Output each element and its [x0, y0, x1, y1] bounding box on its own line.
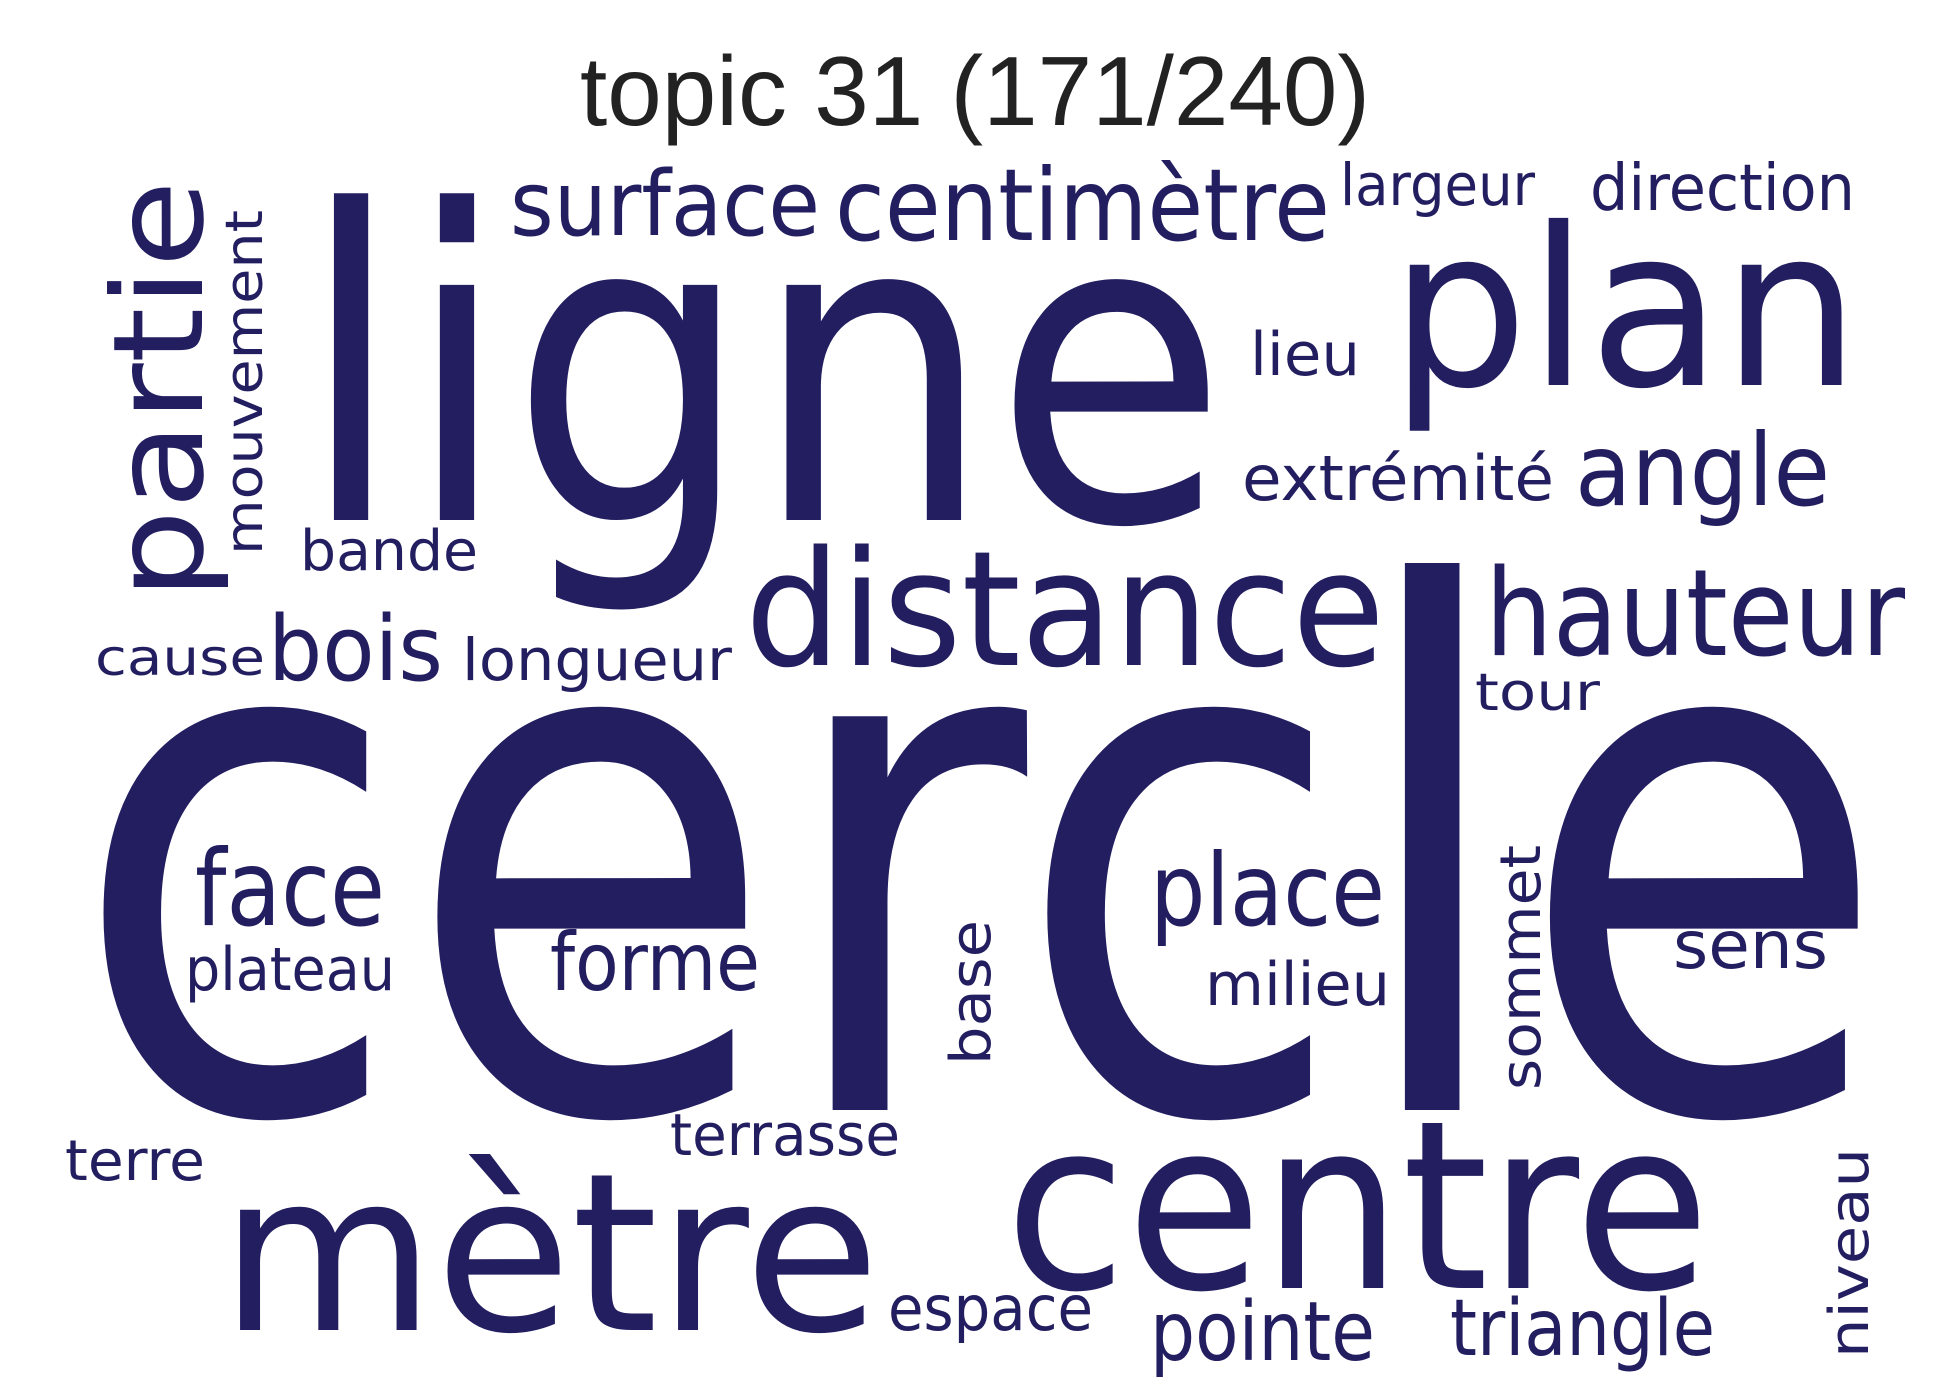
word-hauteur: hauteur [1485, 545, 1906, 684]
word-plateau: plateau [185, 935, 395, 1005]
word-distance: distance [745, 516, 1385, 703]
word-milieu: milieu [1205, 950, 1390, 1020]
word-espace: espace [888, 1272, 1093, 1345]
word-base: base [939, 920, 1004, 1065]
word-lieu: lieu [1250, 320, 1360, 390]
word-pointe: pointe [1150, 1285, 1375, 1380]
word-centre: centre [1005, 1071, 1710, 1344]
word-triangle: triangle [1450, 1284, 1715, 1374]
word-place: place [1150, 832, 1385, 949]
word-metre: mètre [220, 1126, 880, 1382]
word-centimetre: centimètre [835, 147, 1330, 264]
word-largeur: largeur [1340, 151, 1535, 219]
chart-title: topic 31 (171/240) [580, 36, 1370, 146]
word-sens: sens [1673, 907, 1828, 984]
word-mouvement: mouvement [215, 210, 275, 555]
word-longueur: longueur [462, 626, 732, 694]
word-extremite: extrémité [1242, 442, 1554, 515]
word-cause: cause [95, 629, 265, 687]
word-surface: surface [510, 152, 820, 257]
word-bois: bois [268, 597, 443, 702]
word-face: face [195, 828, 385, 950]
word-bande: bande [300, 519, 478, 584]
word-partie: partie [87, 180, 232, 600]
word-ligne: ligne [298, 122, 1228, 622]
word-terre: terre [65, 1129, 205, 1194]
word-direction: direction [1590, 152, 1855, 226]
word-niveau: niveau [1818, 1148, 1881, 1358]
word-cercle: cercle [70, 442, 1890, 1280]
word-terrasse: terrasse [670, 1101, 900, 1169]
word-sommet: sommet [1489, 845, 1554, 1090]
word-plan: plan [1390, 181, 1860, 437]
word-angle: angle [1575, 412, 1830, 529]
word-tour: tour [1475, 663, 1601, 723]
word-forme: forme [550, 916, 760, 1009]
